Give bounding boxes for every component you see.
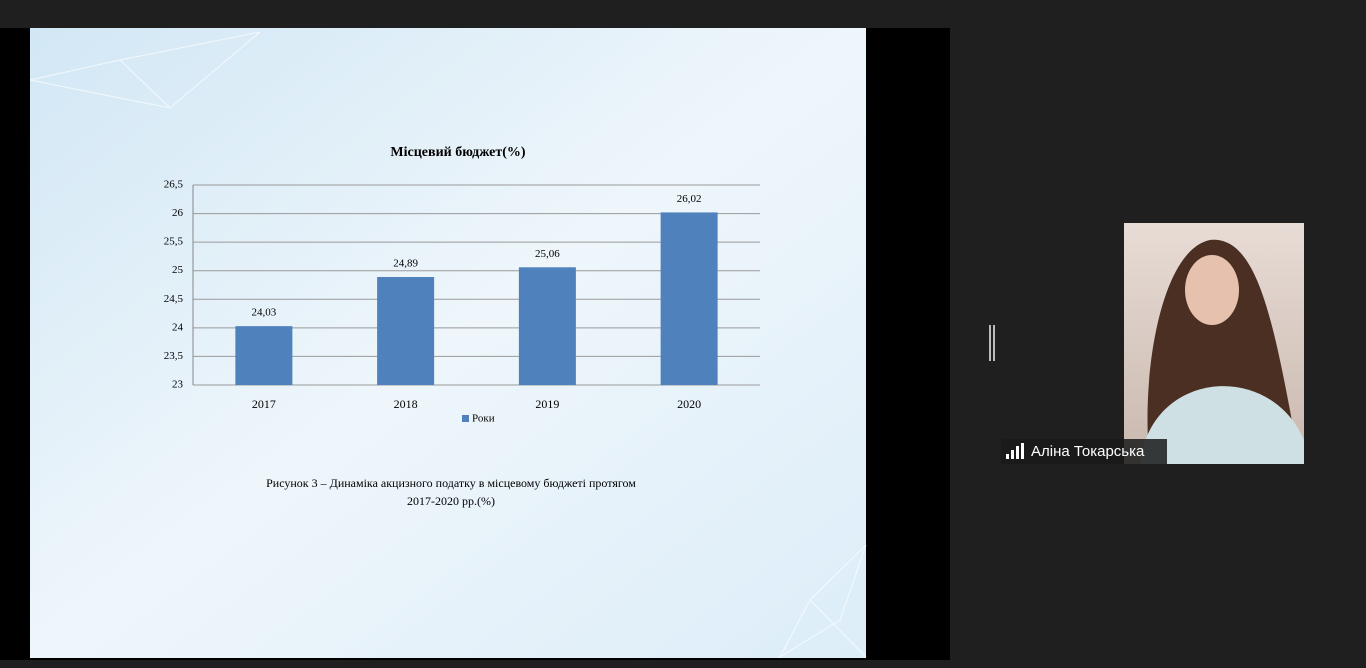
data-label: 24,03 (252, 307, 277, 319)
x-tick-label: 2017 (252, 397, 276, 411)
caption-line: 2017-2020 рр.(%) (407, 494, 495, 508)
data-label: 25,06 (535, 248, 560, 260)
slide-decoration (29, 31, 867, 659)
legend-label: Роки (472, 413, 495, 425)
legend-swatch (462, 415, 469, 422)
slide (30, 28, 866, 658)
signal-icon (1006, 443, 1024, 459)
y-tick-label: 23,5 (164, 350, 184, 362)
y-tick-label: 25 (172, 264, 184, 276)
participant-name: Аліна Токарська (1031, 443, 1145, 460)
x-tick-label: 2019 (535, 397, 559, 411)
video-tile[interactable] (1124, 223, 1304, 464)
x-tick-label: 2020 (677, 397, 701, 411)
x-tick-label: 2018 (394, 397, 418, 411)
y-tick-label: 26,5 (164, 179, 184, 191)
chart-title: Місцевий бюджет(%) (390, 145, 525, 160)
bar (377, 277, 435, 385)
data-label: 24,89 (393, 258, 418, 270)
y-tick-label: 24 (172, 321, 184, 333)
y-tick-label: 25,5 (164, 236, 184, 248)
bar (660, 212, 718, 385)
y-tick-label: 23 (172, 379, 184, 391)
bar (518, 267, 576, 385)
name-badge (1001, 439, 1167, 464)
bar (235, 326, 293, 385)
y-tick-label: 24,5 (164, 293, 184, 305)
splitter[interactable] (989, 325, 995, 361)
y-tick-label: 26 (172, 207, 184, 219)
caption-line: Рисунок 3 – Динаміка акцизного податку в… (266, 476, 636, 490)
data-label: 26,02 (677, 193, 702, 205)
